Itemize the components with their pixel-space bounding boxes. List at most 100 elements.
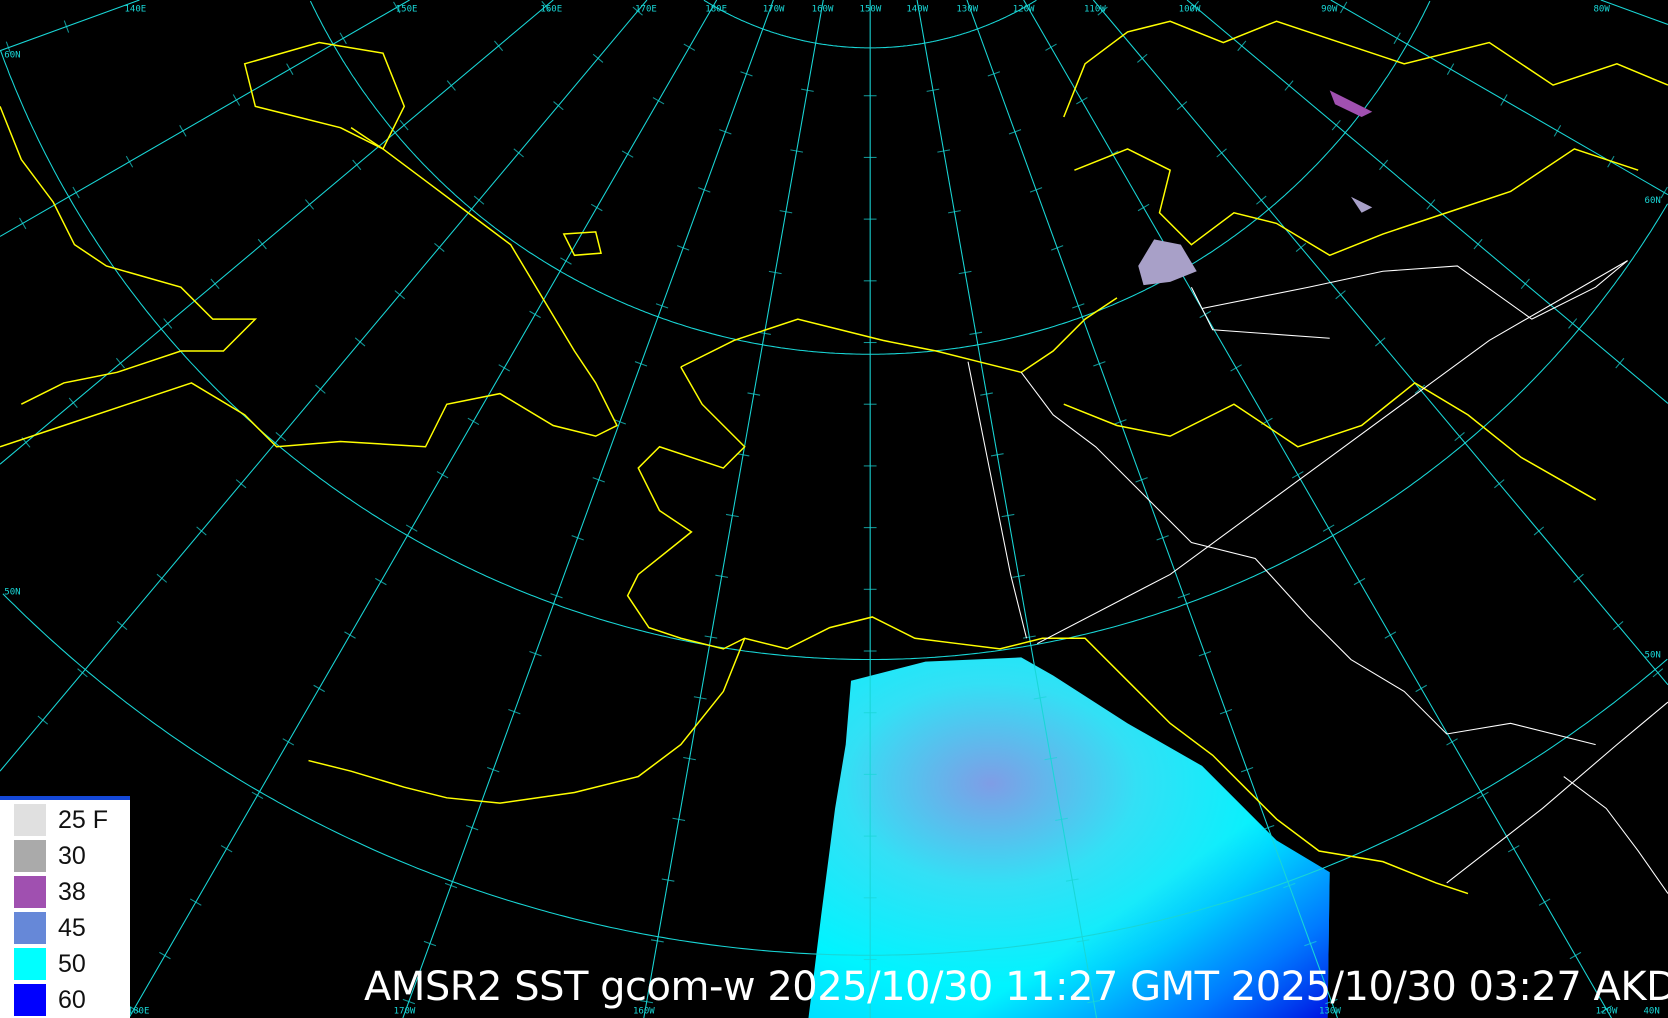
graticule-tick (650, 939, 664, 943)
graticule-label: 120W (1013, 5, 1035, 15)
graticule-tick (926, 88, 940, 92)
graticule-tick (1339, 1, 1348, 14)
graticule-label: 100W (1179, 5, 1201, 15)
graticule-tick (1384, 631, 1397, 639)
graticule-tick (801, 88, 814, 92)
graticule-tick (1295, 242, 1307, 252)
meridian (1330, 0, 1668, 196)
meridian (128, 0, 718, 1018)
graticule-tick (683, 756, 696, 761)
graticule-tick (1446, 738, 1458, 746)
graticule-tick (1029, 187, 1043, 193)
graticule-tick (405, 524, 418, 532)
graticule-tick (672, 817, 686, 821)
graticule-label: 130W (956, 5, 978, 15)
legend-item: 38 (14, 876, 86, 908)
graticule-tick (508, 709, 521, 715)
graticule-tick (592, 53, 604, 63)
graticule-tick (1076, 939, 1090, 943)
graticule-tick (1219, 709, 1233, 715)
legend-swatch (14, 876, 46, 908)
lake-ice-patches (1138, 90, 1373, 286)
graticule-tick (1322, 524, 1335, 532)
graticule-tick (655, 303, 669, 309)
graticule-label: 180E (128, 1007, 150, 1017)
graticule-tick (1055, 817, 1068, 821)
graticule-tick (446, 80, 456, 91)
graticule-tick (1538, 898, 1551, 906)
graticule-tick (1261, 824, 1275, 831)
graticule-tick (498, 364, 511, 372)
graticule-tick (1426, 199, 1436, 210)
legend-label: 30 (58, 842, 86, 870)
graticule-tick (719, 129, 732, 135)
graticule-label: 90W (1321, 5, 1338, 15)
graticule-tick (1520, 278, 1530, 290)
graticule-tick (1615, 357, 1625, 369)
graticule-tick (1177, 593, 1191, 599)
graticule-tick (232, 94, 241, 106)
graticule-tick (980, 392, 993, 396)
graticule-tick (1414, 384, 1426, 394)
graticule-tick (1137, 203, 1150, 212)
graticule-tick (740, 71, 753, 77)
graticule-tick (768, 270, 782, 275)
graticule-tick (652, 97, 665, 105)
graticule-tick (19, 217, 27, 230)
meridian (402, 0, 774, 1018)
image-title: AMSR2 SST gcom-w 2025/10/30 11:27 GMT 20… (364, 964, 1668, 1010)
legend-label: 60 (58, 986, 86, 1014)
graticule-tick (560, 257, 572, 265)
graticule-tick (1325, 998, 1338, 1005)
graticule-label: 180E (705, 5, 727, 15)
graticule-tick (1473, 238, 1483, 250)
graticule-tick (1240, 766, 1254, 773)
legend-item: 25 F (14, 804, 108, 836)
graticule-tick (1283, 882, 1296, 889)
graticule-tick (987, 71, 1001, 77)
graticule-label: 120W (1596, 1007, 1618, 1017)
graticule-tick (1230, 364, 1242, 372)
graticule-tick (790, 149, 804, 153)
graticule-tick (339, 32, 347, 45)
legend-swatch (14, 984, 46, 1016)
graticule-tick (634, 361, 648, 367)
meridian (966, 0, 1338, 1018)
graticule-tick (1507, 845, 1520, 853)
legend-swatch (14, 804, 46, 836)
graticule-tick (444, 882, 458, 889)
graticule-tick (640, 1000, 654, 1004)
graticule-tick (1573, 573, 1584, 583)
graticule-tick (37, 715, 49, 725)
graticule-tick (1087, 1000, 1101, 1004)
graticule-tick (156, 573, 168, 583)
graticule-tick (1553, 125, 1562, 137)
graticule-tick (473, 195, 485, 205)
graticule-tick (196, 526, 207, 536)
graticule-tick (571, 535, 584, 541)
graticule-label: 160W (633, 1007, 655, 1017)
graticule-tick (467, 417, 480, 425)
graticule-tick (677, 245, 690, 251)
graticule-tick (1415, 684, 1427, 693)
graticule-tick (1008, 129, 1022, 135)
legend-label: 38 (58, 878, 86, 906)
graticule-tick (393, 1, 401, 14)
graticule-tick (1051, 245, 1064, 251)
graticule-tick (344, 631, 356, 639)
legend-swatch (14, 912, 46, 944)
graticule-tick (698, 187, 711, 193)
graticule-tick (1156, 535, 1169, 541)
graticule-label: 170W (394, 1007, 416, 1017)
graticule-tick (1600, 1005, 1613, 1013)
graticule-tick (116, 621, 128, 631)
graticule-tick (1023, 635, 1036, 639)
graticule-label: 160W (812, 5, 834, 15)
graticule-label: 170E (635, 5, 657, 15)
graticule-tick (352, 159, 362, 171)
graticule-tick (779, 210, 793, 214)
graticule-tick (251, 791, 264, 800)
parallel-60n (0, 50, 1668, 661)
graticule-label: 40N (1644, 1007, 1660, 1017)
